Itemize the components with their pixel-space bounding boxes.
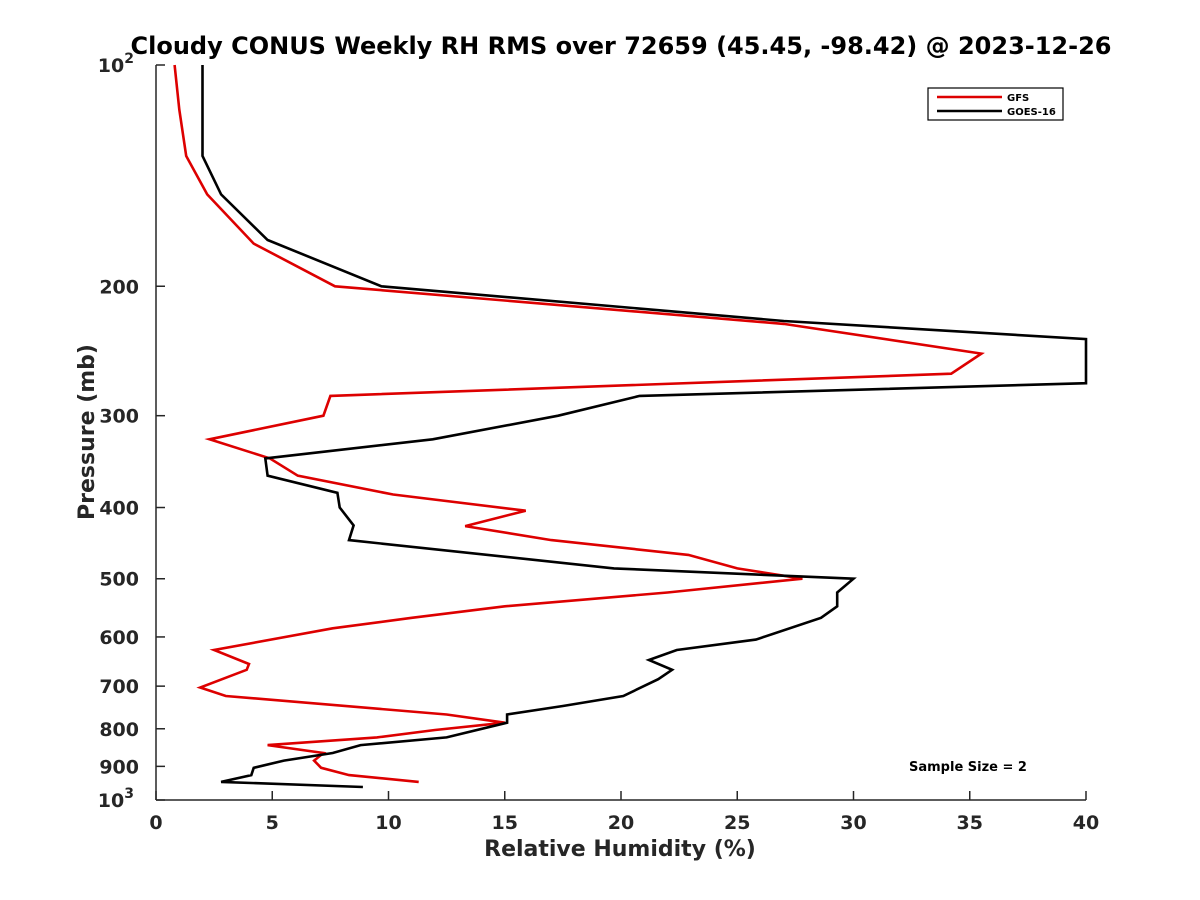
y-tick-label: 103 — [98, 786, 134, 812]
y-tick-label-base: 600 — [99, 627, 139, 649]
series-line-goes-16 — [201, 65, 1088, 789]
y-tick-label: 300 — [99, 406, 139, 428]
y-tick-label: 500 — [99, 569, 139, 591]
x-tick-label: 5 — [266, 812, 279, 834]
plot-area — [173, 64, 1088, 789]
sample-size-note: Sample Size = 2 — [909, 760, 1027, 775]
y-tick-label-base: 300 — [99, 406, 139, 428]
y-tick-label-base: 10 — [98, 790, 124, 812]
y-tick-label: 600 — [99, 627, 139, 649]
x-axis-ticks: 0 5 10 15 20 25 30 35 40 — [149, 791, 1099, 834]
y-tick-label-base: 500 — [99, 569, 139, 591]
x-tick-label: 25 — [724, 812, 750, 834]
legend: GFS GOES-16 — [927, 87, 1064, 121]
x-tick-label: 20 — [608, 812, 634, 834]
legend-label: GFS — [1007, 93, 1029, 104]
y-tick-label: 200 — [99, 276, 139, 298]
x-axis-label: Relative Humidity (%) — [484, 837, 756, 862]
y-tick-label: 102 — [98, 51, 134, 77]
y-tick-label-exponent: 2 — [124, 51, 134, 67]
y-tick-label-base: 400 — [99, 498, 139, 520]
x-tick-label: 10 — [375, 812, 401, 834]
y-tick-label: 800 — [99, 719, 139, 741]
x-tick-label: 30 — [840, 812, 866, 834]
y-tick-label-base: 800 — [99, 719, 139, 741]
series-line-gfs — [173, 64, 985, 784]
x-tick-label: 35 — [957, 812, 983, 834]
legend-label: GOES-16 — [1007, 107, 1056, 118]
y-tick-label-base: 10 — [98, 55, 124, 77]
y-axis-label: Pressure (mb) — [75, 344, 100, 520]
y-tick-label-exponent: 3 — [124, 786, 134, 802]
legend-box — [927, 87, 1064, 121]
x-tick-label: 0 — [149, 812, 162, 834]
y-tick-label-base: 900 — [99, 756, 139, 778]
y-tick-label: 700 — [99, 676, 139, 698]
y-tick-label: 400 — [99, 498, 139, 520]
y-tick-label-base: 200 — [99, 276, 139, 298]
x-tick-label: 15 — [492, 812, 518, 834]
x-tick-label: 40 — [1073, 812, 1099, 834]
y-tick-label: 900 — [99, 756, 139, 778]
chart-title: Cloudy CONUS Weekly RH RMS over 72659 (4… — [131, 32, 1112, 60]
y-tick-label-base: 700 — [99, 676, 139, 698]
